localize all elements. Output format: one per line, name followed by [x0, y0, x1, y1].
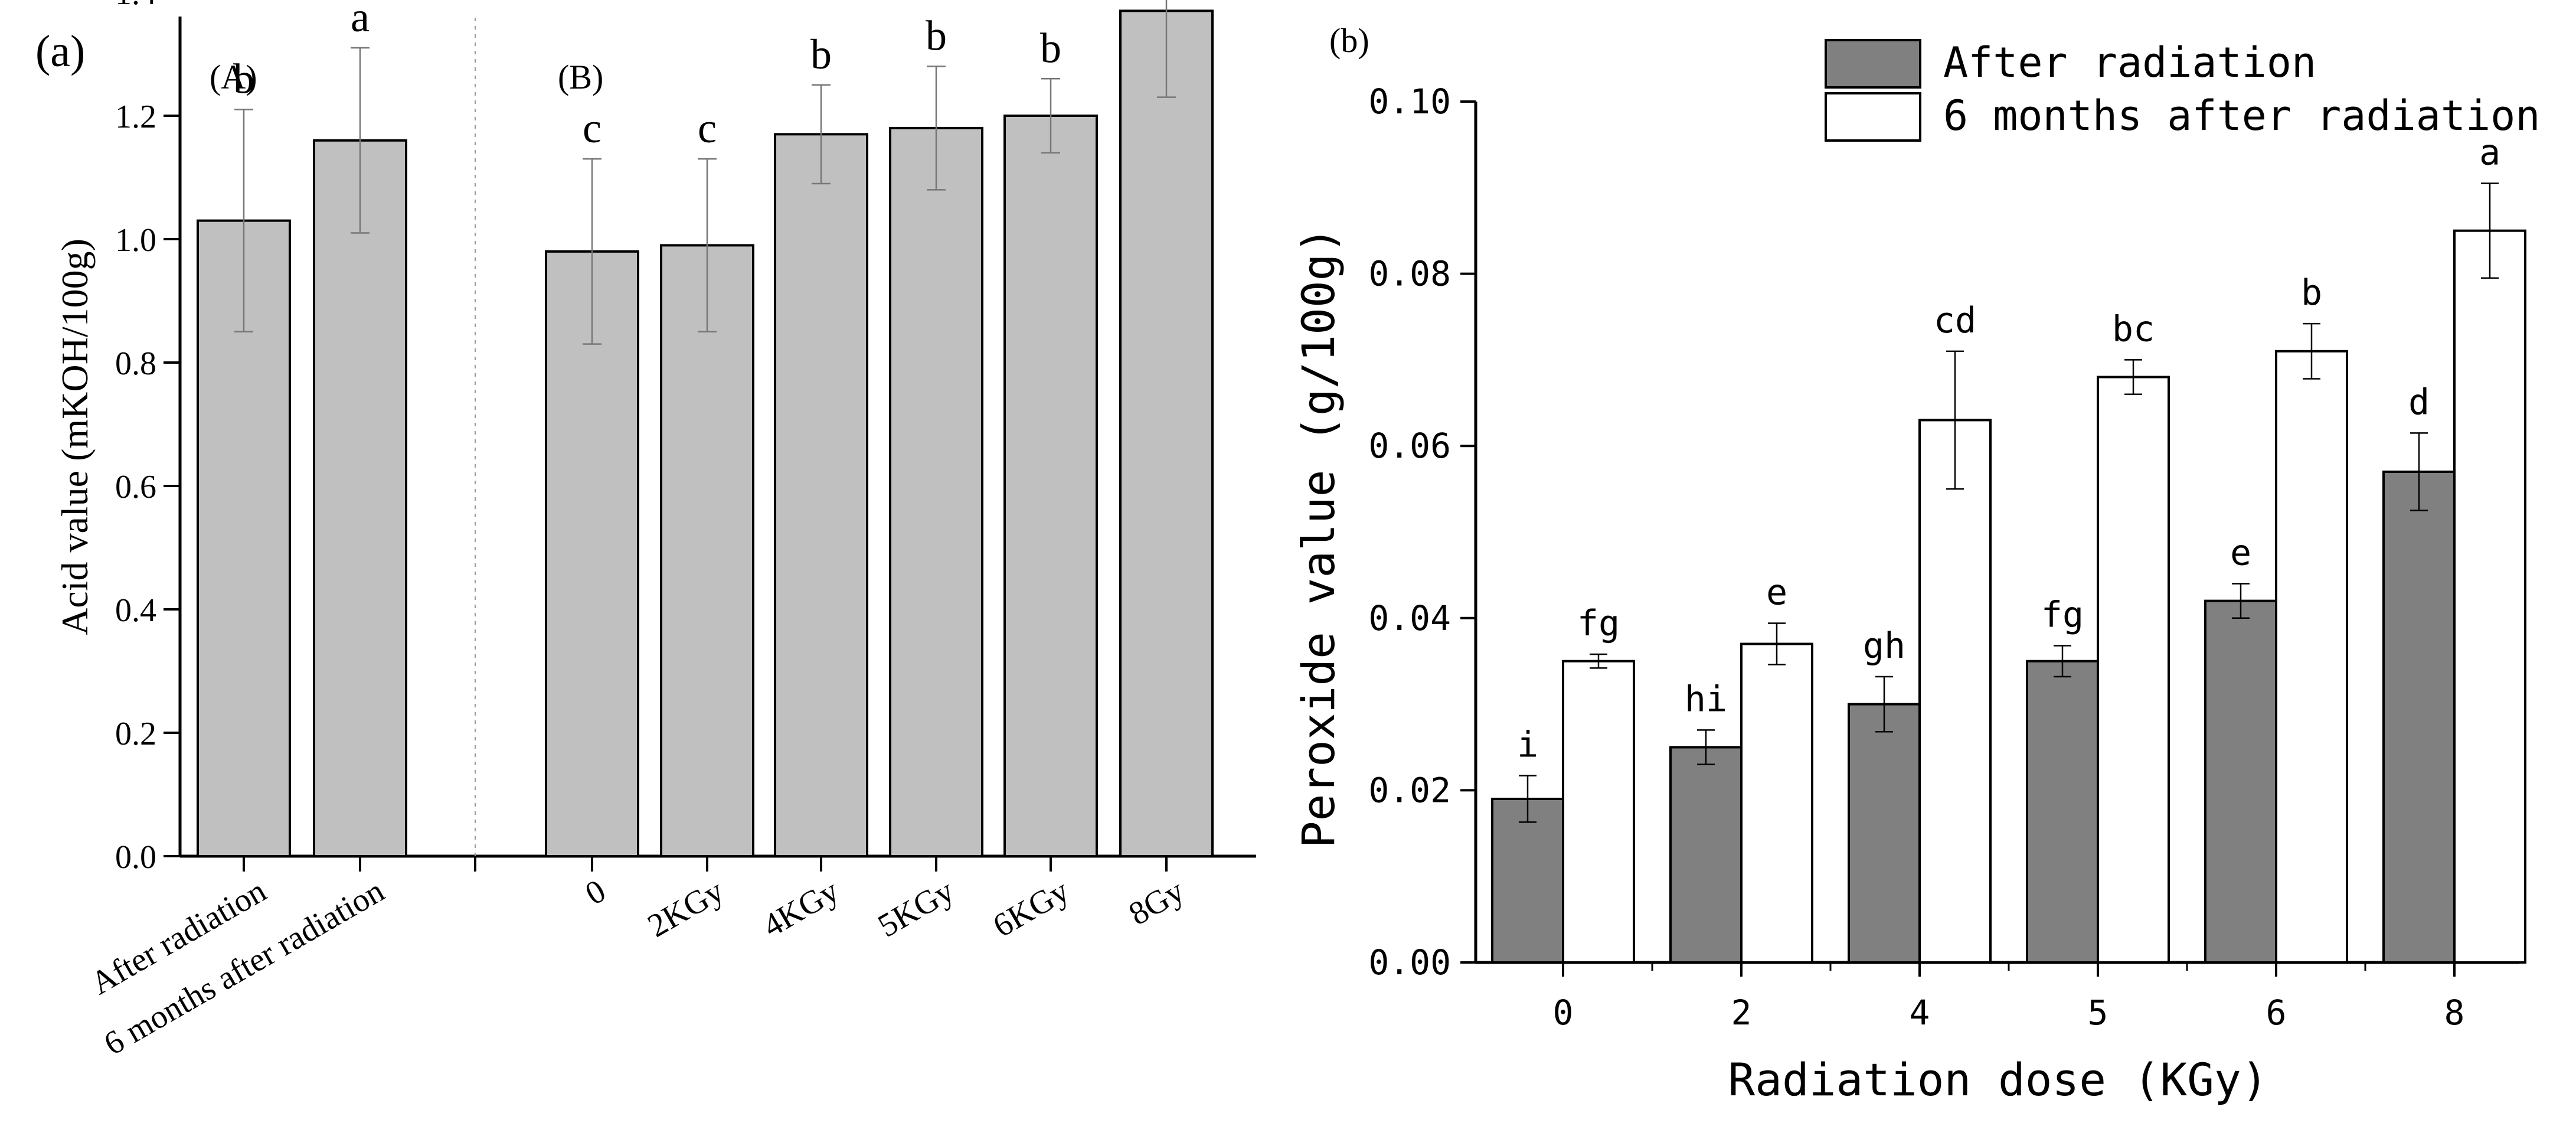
significance-letter: b: [1040, 24, 1061, 71]
bar: [1918, 419, 1992, 964]
significance-letter: a: [2479, 132, 2500, 174]
panel-b-peroxide-value-chart: (b) 0.00 0.02 0.04 0.06 0.08 0.10 Peroxide valu…: [1292, 21, 2540, 1106]
y-tick-label: 1.4: [115, 0, 156, 12]
group-label: (A): [210, 58, 257, 96]
y-tick-label: 0.04: [1368, 598, 1451, 638]
significance-letter: gh: [1863, 625, 1905, 667]
significance-letter: b: [926, 12, 947, 59]
significance-letter: a: [351, 0, 370, 41]
significance-letter: fg: [1577, 603, 1620, 644]
bar: [1491, 797, 1564, 964]
bar: [1669, 746, 1743, 964]
x-category-label: 2KGy: [642, 873, 730, 945]
significance-letter: b: [810, 31, 832, 78]
y-tick-label: 0.0: [115, 839, 156, 876]
y-tick-label: 0.06: [1368, 426, 1451, 466]
bar: [2026, 660, 2099, 964]
significance-letter: e: [1766, 572, 1787, 613]
significance-letter: c: [583, 105, 601, 152]
x-axis-title: Radiation dose (KGy): [1728, 1053, 2268, 1106]
y-tick-label: 0.6: [115, 469, 156, 505]
y-tick-label: 0.10: [1368, 81, 1451, 122]
x-category-label: 6KGy: [987, 873, 1075, 945]
y-tick-label: 0.2: [115, 716, 156, 752]
x-tick-label: 4: [1910, 993, 1930, 1033]
bar: [2382, 470, 2456, 964]
y-tick-label: 0.08: [1368, 254, 1451, 294]
legend-swatch: [1825, 92, 1921, 142]
bar: [313, 139, 407, 857]
significance-letter: c: [698, 105, 717, 152]
y-tick-label: 0.00: [1368, 942, 1451, 983]
significance-letter: fg: [2041, 594, 2084, 635]
y-tick-label: 1.0: [115, 222, 156, 259]
x-tick-label: 6: [2266, 993, 2287, 1033]
y-tick-label: 0.02: [1368, 770, 1451, 810]
legend-label: After radiation: [1943, 38, 2316, 87]
bar: [1119, 9, 1214, 858]
bar: [545, 250, 639, 857]
significance-letter: b: [2301, 272, 2322, 314]
significance-letter: bc: [2112, 308, 2155, 350]
significance-letter: d: [2408, 381, 2430, 423]
x-category-label: 5KGy: [872, 873, 960, 945]
y-axis-title: Peroxide value (g/100g): [1292, 227, 1345, 848]
bar: [1562, 660, 1635, 964]
panel-a-acid-value-chart: (a)0.00.20.40.60.81.01.21.41.6Acid value…: [35, 0, 1256, 1063]
bar: [2204, 599, 2277, 964]
x-category-label: 8Gy: [1123, 873, 1191, 933]
significance-letter: b: [233, 56, 254, 103]
bar: [660, 244, 754, 858]
x-category-label: 0: [579, 873, 612, 913]
panel-b-label: (b): [1329, 21, 1369, 60]
group-label: (B): [558, 58, 603, 96]
significance-letter: hi: [1685, 678, 1727, 720]
panel-a-label: (a): [35, 27, 85, 76]
bar: [2275, 350, 2348, 964]
bar: [889, 126, 983, 857]
y-tick-label: 1.2: [115, 99, 156, 135]
bar: [1848, 703, 1921, 964]
y-axis-title: Acid value (mKOH/100g): [54, 239, 96, 635]
y-tick-label: 0.4: [115, 592, 156, 629]
legend-label: 6 months after radiation: [1943, 92, 2540, 140]
x-category-label: 4KGy: [757, 873, 845, 945]
x-tick-label: 5: [2088, 993, 2108, 1033]
significance-letter: i: [1517, 724, 1538, 766]
bar: [2453, 229, 2526, 964]
x-tick-label: 0: [1553, 993, 1574, 1033]
significance-letter: e: [2230, 532, 2251, 573]
bar: [774, 133, 868, 858]
legend: After radiation 6 months after radiation: [1825, 38, 2540, 142]
bar: [1740, 642, 1813, 964]
significance-letter: cd: [1934, 300, 1976, 341]
x-tick-label: 2: [1731, 993, 1752, 1033]
x-tick-label: 8: [2444, 993, 2465, 1033]
bar: [2097, 376, 2170, 964]
y-tick-label: 0.8: [115, 345, 156, 382]
bar: [1003, 115, 1098, 857]
legend-swatch: [1825, 39, 1921, 89]
